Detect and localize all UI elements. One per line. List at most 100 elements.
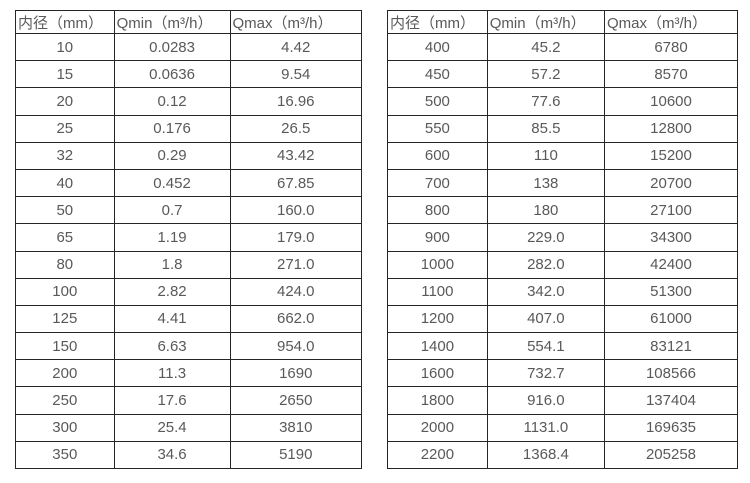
- table-row: 65 1.19 179.0: [15, 223, 363, 252]
- column-header-qmax: Qmax（m³/h）: [229, 10, 363, 34]
- table-cell: 10600: [604, 87, 738, 116]
- table-cell: 250: [15, 386, 115, 415]
- table-cell: 2.82: [113, 277, 231, 306]
- table-cell: 407.0: [486, 304, 606, 334]
- table-row: 15 0.0636 9.54: [15, 60, 363, 89]
- table-row: 600 110 15200: [387, 141, 738, 170]
- table-cell: 0.0283: [113, 32, 231, 62]
- table-row: 20 0.12 16.96: [15, 87, 363, 116]
- table-cell: 662.0: [229, 304, 363, 334]
- table-cell: 32: [15, 141, 115, 170]
- column-header-diameter: 内径（mm）: [387, 10, 488, 34]
- table-header-row: 内径（mm） Qmin（m³/h） Qmax（m³/h）: [387, 10, 738, 34]
- table-cell: 1200: [387, 304, 488, 334]
- flow-table-large-diameters: 内径（mm） Qmin（m³/h） Qmax（m³/h） 400 45.2 6780…: [387, 10, 738, 470]
- column-header-qmin: Qmin（m³/h）: [486, 10, 606, 34]
- table-cell: 180: [486, 196, 606, 225]
- table-cell: 9.54: [229, 60, 363, 89]
- table-cell: 400: [387, 32, 488, 62]
- table-row: 250 17.6 2650: [15, 386, 363, 415]
- table-cell: 1690: [229, 359, 363, 388]
- table-cell: 25.4: [113, 413, 231, 442]
- table-header-row: 内径（mm） Qmin（m³/h） Qmax（m³/h）: [15, 10, 363, 34]
- table-cell: 1368.4: [486, 440, 606, 470]
- table-cell: 4.42: [229, 32, 363, 62]
- table-cell: 1100: [387, 277, 488, 306]
- table-cell: 15200: [604, 141, 738, 170]
- table-cell: 229.0: [486, 223, 606, 252]
- table-cell: 42400: [604, 250, 738, 279]
- table-row: 1600 732.7 108566: [387, 359, 738, 388]
- table-row: 550 85.5 12800: [387, 114, 738, 143]
- table-row: 25 0.176 26.5: [15, 114, 363, 143]
- table-cell: 424.0: [229, 277, 363, 306]
- table-cell: 1000: [387, 250, 488, 279]
- column-header-qmin: Qmin（m³/h）: [113, 10, 231, 34]
- table-cell: 0.452: [113, 168, 231, 198]
- table-row: 10 0.0283 4.42: [15, 32, 363, 62]
- table-cell: 0.12: [113, 87, 231, 116]
- table-row: 1100 342.0 51300: [387, 277, 738, 306]
- table-row: 900 229.0 34300: [387, 223, 738, 252]
- table-cell: 900: [387, 223, 488, 252]
- table-cell: 342.0: [486, 277, 606, 306]
- table-cell: 800: [387, 196, 488, 225]
- table-row: 50 0.7 160.0: [15, 196, 363, 225]
- table-cell: 65: [15, 223, 115, 252]
- table-row: 300 25.4 3810: [15, 413, 363, 442]
- table-cell: 6780: [604, 32, 738, 62]
- table-row: 1400 554.1 83121: [387, 332, 738, 361]
- table-cell: 6.63: [113, 332, 231, 361]
- table-cell: 10: [15, 32, 115, 62]
- table-cell: 550: [387, 114, 488, 143]
- table-cell: 500: [387, 87, 488, 116]
- table-cell: 11.3: [113, 359, 231, 388]
- table-cell: 20700: [604, 168, 738, 198]
- table-cell: 554.1: [486, 332, 606, 361]
- table-cell: 160.0: [229, 196, 363, 225]
- table-row: 2200 1368.4 205258: [387, 440, 738, 470]
- table-cell: 80: [15, 250, 115, 279]
- table-cell: 450: [387, 60, 488, 89]
- table-cell: 51300: [604, 277, 738, 306]
- table-cell: 0.7: [113, 196, 231, 225]
- table-cell: 1.19: [113, 223, 231, 252]
- table-cell: 85.5: [486, 114, 606, 143]
- table-cell: 179.0: [229, 223, 363, 252]
- table-cell: 600: [387, 141, 488, 170]
- table-row: 200 11.3 1690: [15, 359, 363, 388]
- table-cell: 169635: [604, 413, 738, 442]
- table-cell: 954.0: [229, 332, 363, 361]
- table-row: 350 34.6 5190: [15, 440, 363, 470]
- table-cell: 1.8: [113, 250, 231, 279]
- table-cell: 110: [486, 141, 606, 170]
- table-row: 1000 282.0 42400: [387, 250, 738, 279]
- table-cell: 732.7: [486, 359, 606, 388]
- table-cell: 16.96: [229, 87, 363, 116]
- table-cell: 1600: [387, 359, 488, 388]
- table-cell: 350: [15, 440, 115, 470]
- table-cell: 100: [15, 277, 115, 306]
- table-cell: 34.6: [113, 440, 231, 470]
- table-row: 100 2.82 424.0: [15, 277, 363, 306]
- table-row: 500 77.6 10600: [387, 87, 738, 116]
- table-cell: 1800: [387, 386, 488, 415]
- table-cell: 0.0636: [113, 60, 231, 89]
- table-cell: 15: [15, 60, 115, 89]
- table-cell: 34300: [604, 223, 738, 252]
- table-body: 10 0.0283 4.42 15 0.0636 9.54 20 0.12 16.96 25 0.1…: [15, 32, 363, 470]
- table-cell: 8570: [604, 60, 738, 89]
- table-cell: 0.29: [113, 141, 231, 170]
- table-row: 1200 407.0 61000: [387, 304, 738, 334]
- table-row: 800 180 27100: [387, 196, 738, 225]
- table-cell: 17.6: [113, 386, 231, 415]
- table-row: 125 4.41 662.0: [15, 304, 363, 334]
- table-body: 400 45.2 6780 450 57.2 8570 500 77.6 10600 550 85.…: [387, 32, 738, 470]
- table-cell: 12800: [604, 114, 738, 143]
- table-cell: 200: [15, 359, 115, 388]
- table-cell: 125: [15, 304, 115, 334]
- table-header: 内径（mm） Qmin（m³/h） Qmax（m³/h）: [15, 10, 363, 34]
- table-cell: 700: [387, 168, 488, 198]
- table-cell: 205258: [604, 440, 738, 470]
